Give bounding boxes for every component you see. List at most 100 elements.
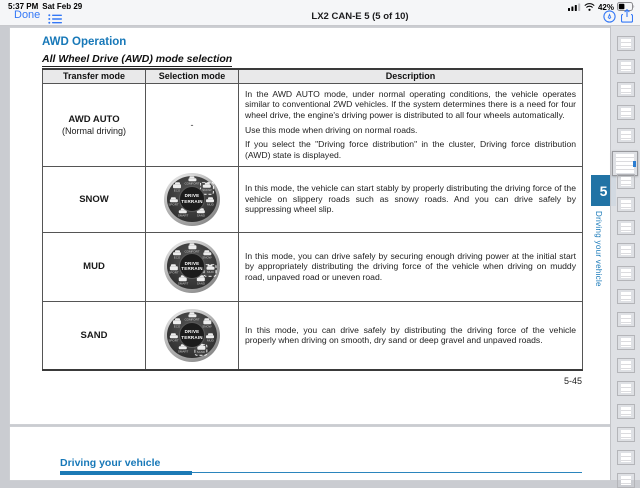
thumbnail-page[interactable] (617, 220, 635, 235)
thumbnail-page[interactable] (617, 174, 635, 189)
document-title: LX2 CAN-E 5 (5 of 10) (311, 11, 409, 22)
battery-icon (617, 2, 635, 13)
column-header-description: Description (238, 68, 583, 84)
mode-car-icon (179, 208, 188, 214)
table-of-contents-icon[interactable] (48, 11, 62, 29)
thumbnail-page[interactable] (617, 82, 635, 97)
transfer-mode-cell: MUD (42, 231, 146, 302)
dial-mode-sport: SPORT (168, 197, 179, 207)
pdf-page: AWD Operation All Wheel Drive (AWD) mode… (10, 28, 610, 424)
thumbnail-page[interactable] (617, 450, 635, 465)
dial-center-label: DRIVE TERRAIN (179, 253, 205, 279)
thumbnail-page[interactable] (617, 358, 635, 373)
markup-icon[interactable] (603, 10, 616, 28)
mode-car-icon (188, 243, 196, 249)
mode-car-icon (206, 333, 215, 339)
dial-mode-eco: ECO (173, 250, 182, 260)
mode-label: SAND (196, 213, 206, 218)
drive-terrain-dial: COMFORT SNOW MUD SAND SMART SPORT ECO DRIVE TERR… (164, 308, 220, 362)
awd-table-body: AWD AUTO (Normal driving) - In the AWD AUTO… (42, 82, 583, 371)
thumbnail-current-page[interactable] (612, 151, 638, 176)
section-heading: AWD Operation (42, 36, 127, 48)
thumbnail-page[interactable] (617, 128, 635, 143)
selection-mode-cell: COMFORT SNOW MUD SAND SMART SPORT ECO DRIVE TERR… (145, 231, 239, 302)
thumbnail-page[interactable] (617, 473, 635, 488)
thumbnail-page[interactable] (617, 427, 635, 442)
table-row-awd-auto: AWD AUTO (Normal driving) - In the AWD AUTO… (42, 82, 583, 167)
drive-terrain-dial: COMFORT SNOW MUD SAND SMART SPORT ECO DRIVE TERR… (164, 240, 220, 293)
mode-car-icon (169, 333, 178, 339)
mode-label: MUD (207, 338, 214, 343)
thumbnail-page[interactable] (617, 59, 635, 74)
dial-mode-eco: ECO (173, 182, 182, 192)
thumbnail-page[interactable] (617, 197, 635, 212)
mode-car-icon (196, 275, 205, 281)
mode-label: SAND (196, 349, 206, 354)
mode-label: SMART (177, 349, 189, 354)
dial-center-label: DRIVE TERRAIN (179, 321, 205, 348)
share-icon[interactable] (620, 8, 634, 28)
mode-label: SMART (177, 213, 189, 218)
thumbnail-page[interactable] (617, 381, 635, 396)
mode-label: MUD (207, 269, 214, 274)
mode-car-icon (173, 182, 182, 188)
mode-label: SPORT (168, 202, 179, 207)
dial-mode-snow: SNOW (202, 250, 212, 260)
done-button[interactable]: Done (14, 9, 41, 21)
thumbnail-page[interactable] (617, 105, 635, 120)
dial-mode-comfort: COMFORT (184, 312, 200, 322)
chapter-tab-label: Driving your vehicle (594, 211, 603, 287)
description-cell: In this mode, the vehicle can start stab… (238, 165, 583, 233)
mode-label: COMFORT (184, 181, 200, 186)
mode-car-icon (202, 318, 211, 325)
awd-mode-table: Transfer mode Selection mode Description… (42, 68, 583, 371)
thumbnail-page[interactable] (617, 36, 635, 51)
dial-mode-sand: SAND (196, 208, 206, 218)
page-thumbnail-strip[interactable] (610, 26, 640, 488)
thumbnail-page[interactable] (617, 335, 635, 350)
mode-car-icon (169, 197, 178, 203)
next-page-rule-bar (60, 470, 192, 475)
dial-center-label: DRIVE TERRAIN (179, 185, 205, 212)
transfer-mode-cell: SNOW (42, 165, 146, 233)
dial-mode-smart: SMART (177, 208, 189, 218)
dial-mode-eco: ECO (173, 318, 182, 329)
mode-car-icon (173, 318, 182, 325)
mode-car-icon (196, 344, 205, 350)
description-cell: In this mode, you can drive safely by se… (238, 231, 583, 302)
dial-mode-mud: MUD (206, 197, 215, 207)
description-cell: In the AWD AUTO mode, under normal opera… (238, 82, 583, 167)
mode-label: ECO (173, 324, 181, 329)
mode-car-icon (188, 312, 196, 318)
status-time-date: 5:37 PM Sat Feb 29 (8, 2, 86, 11)
dial-mode-comfort: COMFORT (184, 176, 200, 186)
mode-label: SPORT (168, 269, 179, 274)
drive-terrain-dial: COMFORT SNOW MUD SAND SMART SPORT ECO DRIVE TERR… (164, 172, 220, 226)
mode-label: SMART (177, 280, 189, 285)
status-date: Sat Feb 29 (42, 2, 83, 11)
dial-mode-smart: SMART (177, 275, 189, 285)
thumbnail-page[interactable] (617, 289, 635, 304)
table-row-sand: SAND COMFORT SNOW MUD SAND SMART SPORT ECO DRIVE… (42, 300, 583, 371)
table-row-snow: SNOW COMFORT SNOW MUD SAND SMART SPORT ECO DRIVE… (42, 165, 583, 233)
thumbnail-page[interactable] (617, 312, 635, 327)
mode-label: COMFORT (184, 248, 200, 253)
mode-car-icon (188, 176, 196, 182)
description-cell: In this mode, you can drive safely by di… (238, 300, 583, 371)
page-number: 5-45 (563, 376, 582, 386)
next-page-rule (60, 470, 582, 475)
mode-label: SPORT (168, 338, 179, 343)
mode-car-icon (169, 264, 178, 270)
thumbnail-page[interactable] (617, 404, 635, 419)
selection-mode-cell: COMFORT SNOW MUD SAND SMART SPORT ECO DRIVE TERR… (145, 300, 239, 371)
mode-car-icon (179, 275, 188, 281)
thumbnail-page[interactable] (617, 243, 635, 258)
dial-mode-comfort: COMFORT (184, 243, 200, 253)
mode-label: SAND (196, 280, 206, 285)
table-header-row: Transfer mode Selection mode Description (42, 68, 583, 84)
thumbnail-page[interactable] (617, 266, 635, 281)
selection-mode-cell: COMFORT SNOW MUD SAND SMART SPORT ECO DRIVE TERR… (145, 165, 239, 233)
top-bar: 5:37 PM Sat Feb 29 42% Done LX2 CAN-E 5 (… (0, 0, 640, 26)
column-header-selection-mode: Selection mode (145, 68, 239, 84)
pdf-page-next: Driving your vehicle (10, 427, 610, 480)
